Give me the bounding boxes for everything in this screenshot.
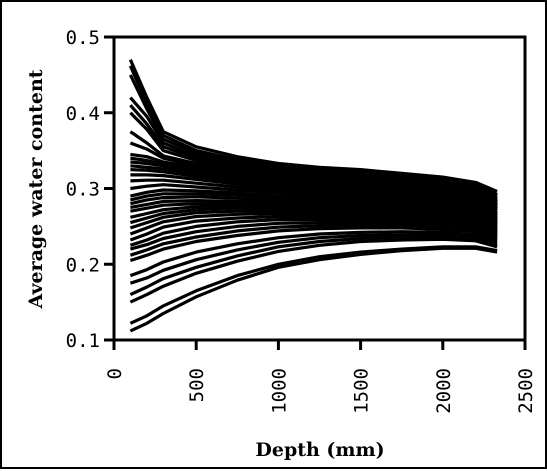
series-line-14 — [130, 173, 498, 216]
x-tick-label-0: 0 — [104, 368, 126, 379]
series-line-15 — [130, 178, 498, 218]
y-tick-label-3: 0.4 — [66, 103, 100, 125]
x-tick-label-3: 1500 — [351, 368, 373, 414]
series-line-34 — [129, 237, 498, 304]
y-tick-label-4: 0.5 — [66, 27, 100, 49]
series-line-12 — [130, 164, 498, 212]
series-line-29 — [129, 223, 498, 257]
y-axis-label: Average water content — [25, 69, 47, 309]
series-line-32 — [129, 233, 498, 285]
x-tick-label-5: 2500 — [515, 368, 537, 414]
x-tick-label-2: 1000 — [268, 368, 290, 414]
x-axis-label: Depth (mm) — [255, 439, 384, 461]
ticks-layer — [104, 35, 527, 350]
y-tick-label-1: 0.2 — [66, 254, 100, 276]
series-line-13 — [130, 168, 498, 215]
series-line-17 — [130, 188, 498, 221]
series-line-26 — [129, 214, 498, 242]
series-line-19 — [130, 195, 498, 224]
series-line-31 — [129, 230, 498, 278]
series-line-1 — [128, 59, 498, 193]
x-tick-label-1: 500 — [186, 368, 208, 402]
series-line-35 — [129, 245, 498, 325]
series-line-27 — [129, 218, 498, 247]
series-layer — [128, 59, 498, 333]
series-line-36 — [129, 246, 498, 333]
x-tick-label-4: 2000 — [433, 368, 455, 414]
series-line-30 — [129, 226, 498, 263]
series-line-33 — [129, 235, 498, 297]
y-tick-label-2: 0.3 — [66, 179, 100, 201]
tick-labels-layer: 0.1 0.2 0.3 0.4 0.5 0 500 1000 1500 2000 2500 — [66, 27, 537, 414]
y-tick-label-0: 0.1 — [66, 330, 100, 352]
series-line-24 — [129, 209, 498, 231]
